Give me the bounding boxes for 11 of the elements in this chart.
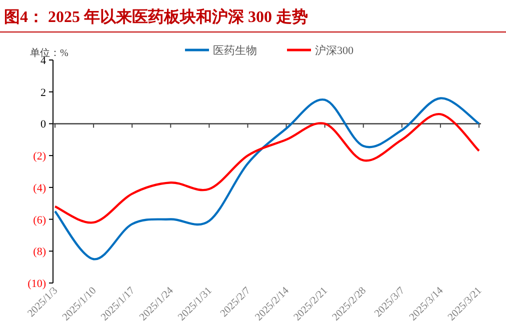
chart-title: 图4： 2025 年以来医药板块和沪深 300 走势 [4, 7, 308, 26]
legend-label: 沪深300 [315, 44, 354, 57]
y-tick-label: (8) [33, 246, 46, 258]
y-tick-label: 0 [40, 118, 46, 131]
y-tick-label: (2) [33, 150, 46, 163]
y-tick-label: (4) [33, 182, 46, 194]
legend-label: 医药生物 [213, 44, 257, 57]
text: 单位：% [30, 47, 68, 59]
y-tick-label: 2 [40, 86, 46, 99]
y-tick-label: (10) [28, 278, 46, 290]
y-tick-label: (6) [33, 214, 46, 226]
